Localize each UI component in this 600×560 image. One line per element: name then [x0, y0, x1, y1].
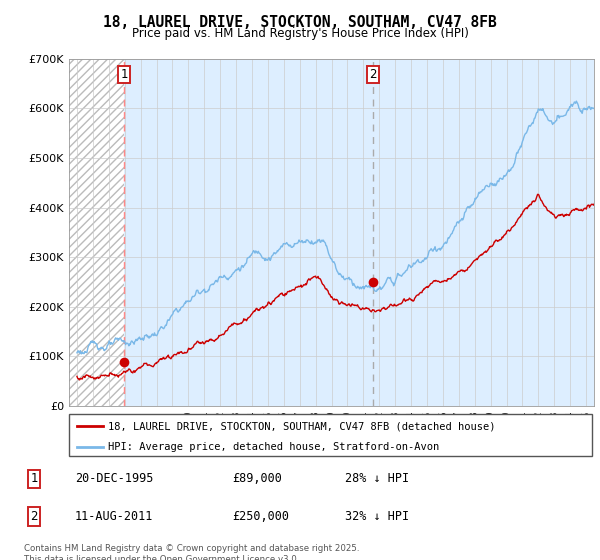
Text: Contains HM Land Registry data © Crown copyright and database right 2025.
This d: Contains HM Land Registry data © Crown c…	[24, 544, 359, 560]
Text: 2: 2	[31, 510, 38, 523]
Text: £250,000: £250,000	[233, 510, 290, 523]
Text: 1: 1	[31, 472, 38, 485]
Text: £89,000: £89,000	[233, 472, 283, 485]
Text: 20-DEC-1995: 20-DEC-1995	[75, 472, 153, 485]
Text: 18, LAUREL DRIVE, STOCKTON, SOUTHAM, CV47 8FB (detached house): 18, LAUREL DRIVE, STOCKTON, SOUTHAM, CV4…	[108, 421, 496, 431]
Text: 2: 2	[369, 68, 377, 81]
Text: 11-AUG-2011: 11-AUG-2011	[75, 510, 153, 523]
Text: HPI: Average price, detached house, Stratford-on-Avon: HPI: Average price, detached house, Stra…	[108, 442, 439, 452]
Text: 18, LAUREL DRIVE, STOCKTON, SOUTHAM, CV47 8FB: 18, LAUREL DRIVE, STOCKTON, SOUTHAM, CV4…	[103, 15, 497, 30]
Text: 32% ↓ HPI: 32% ↓ HPI	[346, 510, 410, 523]
Text: 28% ↓ HPI: 28% ↓ HPI	[346, 472, 410, 485]
Bar	[124, 59, 594, 406]
Text: Price paid vs. HM Land Registry's House Price Index (HPI): Price paid vs. HM Land Registry's House …	[131, 27, 469, 40]
Text: 1: 1	[121, 68, 128, 81]
FancyBboxPatch shape	[69, 414, 592, 456]
